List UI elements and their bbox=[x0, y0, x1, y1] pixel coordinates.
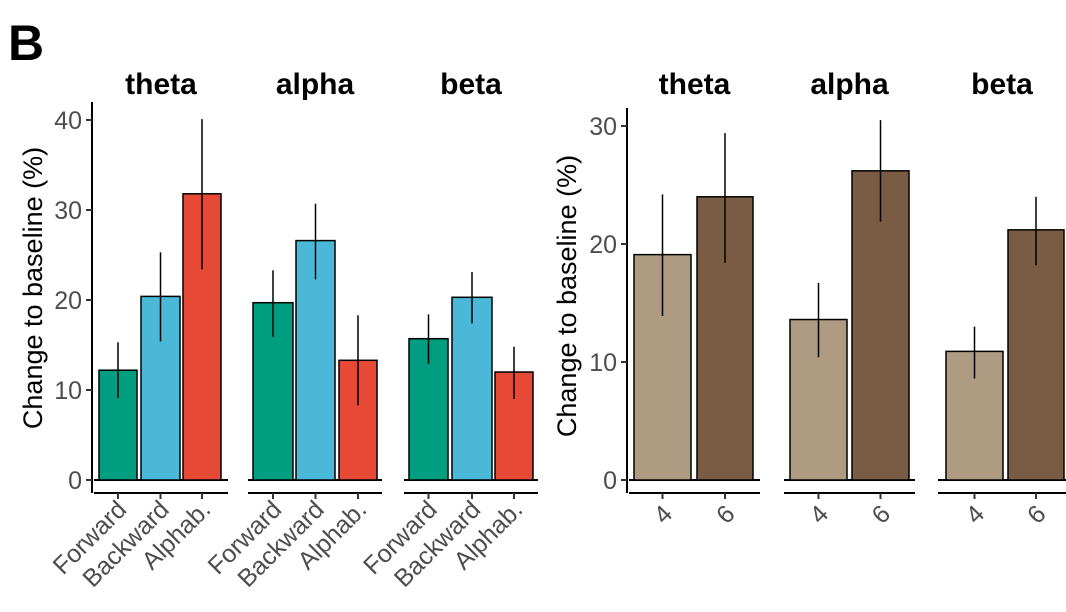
y-axis-title: Change to baseline (%) bbox=[18, 147, 48, 429]
y-tick-label: 20 bbox=[54, 287, 82, 315]
y-axis-title: Change to baseline (%) bbox=[552, 155, 582, 437]
y-tick-label: 30 bbox=[54, 197, 82, 225]
facet-title: theta bbox=[125, 68, 197, 101]
bar bbox=[338, 359, 378, 481]
y-tick-label: 0 bbox=[68, 467, 82, 495]
y-tick-label: 30 bbox=[589, 113, 617, 141]
facet-title: alpha bbox=[810, 68, 889, 101]
bar bbox=[451, 296, 493, 481]
bar bbox=[1007, 229, 1065, 481]
y-tick-label: 10 bbox=[589, 349, 617, 377]
x-category-label: 4 bbox=[960, 500, 990, 530]
y-tick-label: 0 bbox=[603, 467, 617, 495]
x-category-label: 4 bbox=[804, 500, 834, 530]
facet-title: theta bbox=[659, 68, 731, 101]
x-category-label: 6 bbox=[711, 500, 741, 530]
bar bbox=[295, 239, 336, 481]
y-tick-label: 40 bbox=[54, 107, 82, 135]
x-category-label: 4 bbox=[648, 500, 678, 530]
facet-title: beta bbox=[440, 68, 502, 101]
panel-label: B bbox=[8, 15, 44, 71]
bar bbox=[633, 253, 692, 481]
y-tick-label: 10 bbox=[54, 377, 82, 405]
facet-title: alpha bbox=[276, 68, 355, 101]
bar bbox=[140, 295, 181, 481]
x-category-label: 6 bbox=[1022, 500, 1052, 530]
facet-title: beta bbox=[971, 68, 1033, 101]
y-tick-label: 20 bbox=[589, 231, 617, 259]
x-category-label: 6 bbox=[866, 500, 896, 530]
